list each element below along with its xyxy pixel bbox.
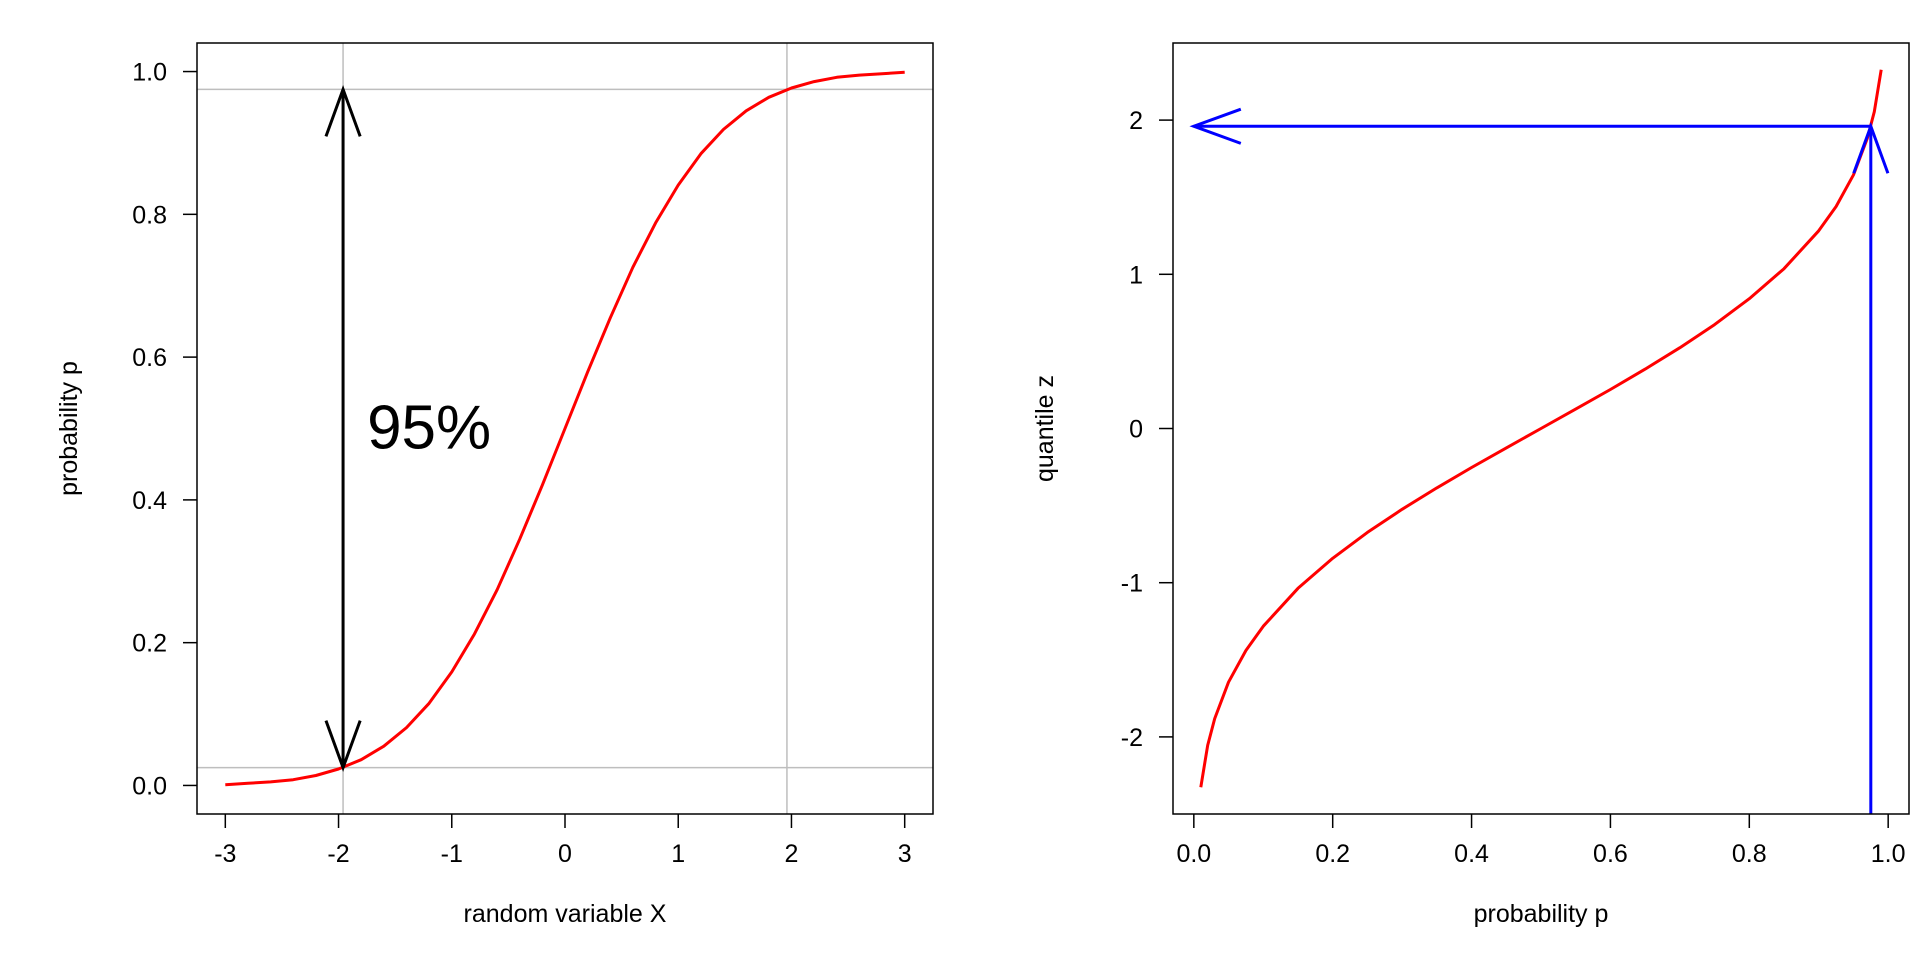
x-tick-label-0: -3 bbox=[214, 840, 236, 868]
annotation-text-0: 95% bbox=[367, 394, 491, 463]
panel-1: -3 -2 -1 0 1 2 3 0.0 0.2 0.4 0.6 0.8 1.0 random varia… bbox=[55, 42, 934, 928]
series-line-0 bbox=[1199, 69, 1883, 788]
x-axis-title: probability p bbox=[1474, 900, 1609, 928]
x-tick-label-1: 0.2 bbox=[1315, 840, 1350, 868]
y-tick-label-2: 0 bbox=[1129, 416, 1143, 444]
x-tick-label-5: 1.0 bbox=[1871, 840, 1906, 868]
y-tick-label-1: -1 bbox=[1121, 570, 1143, 598]
x-tick-label-5: 2 bbox=[785, 840, 799, 868]
x-tick-label-4: 0.8 bbox=[1732, 840, 1767, 868]
x-tick-label-6: 3 bbox=[898, 840, 912, 868]
y-tick-label-5: 1.0 bbox=[132, 59, 167, 87]
arrow-1-head bbox=[1189, 107, 1242, 145]
y-tick-label-4: 2 bbox=[1129, 107, 1143, 135]
x-tick-label-2: 0.4 bbox=[1454, 840, 1489, 868]
y-tick-label-1: 0.2 bbox=[132, 630, 167, 658]
y-axis-title: probability p bbox=[55, 361, 83, 496]
x-tick-label-2: -1 bbox=[441, 840, 463, 868]
panel-2: 0.0 0.2 0.4 0.6 0.8 1.0 -2 -1 0 1 2 probability p qu… bbox=[1031, 42, 1910, 928]
x-tick-label-1: -2 bbox=[327, 840, 349, 868]
x-tick-label-3: 0.6 bbox=[1593, 840, 1628, 868]
y-axis-title: quantile z bbox=[1031, 375, 1059, 482]
y-tick-label-2: 0.4 bbox=[132, 487, 167, 515]
y-tick-label-3: 1 bbox=[1129, 261, 1143, 289]
series-line-0 bbox=[225, 70, 905, 787]
arrow-0-head bbox=[324, 85, 362, 137]
x-tick-label-3: 0 bbox=[558, 840, 572, 868]
x-axis-title: random variable X bbox=[464, 900, 667, 928]
y-tick-label-0: 0.0 bbox=[132, 772, 167, 800]
x-tick-label-0: 0.0 bbox=[1176, 840, 1211, 868]
y-tick-label-3: 0.6 bbox=[132, 344, 167, 372]
y-tick-label-0: -2 bbox=[1121, 724, 1143, 752]
arrow-1-head bbox=[324, 720, 362, 772]
x-tick-label-4: 1 bbox=[671, 840, 685, 868]
y-tick-label-4: 0.8 bbox=[132, 201, 167, 229]
